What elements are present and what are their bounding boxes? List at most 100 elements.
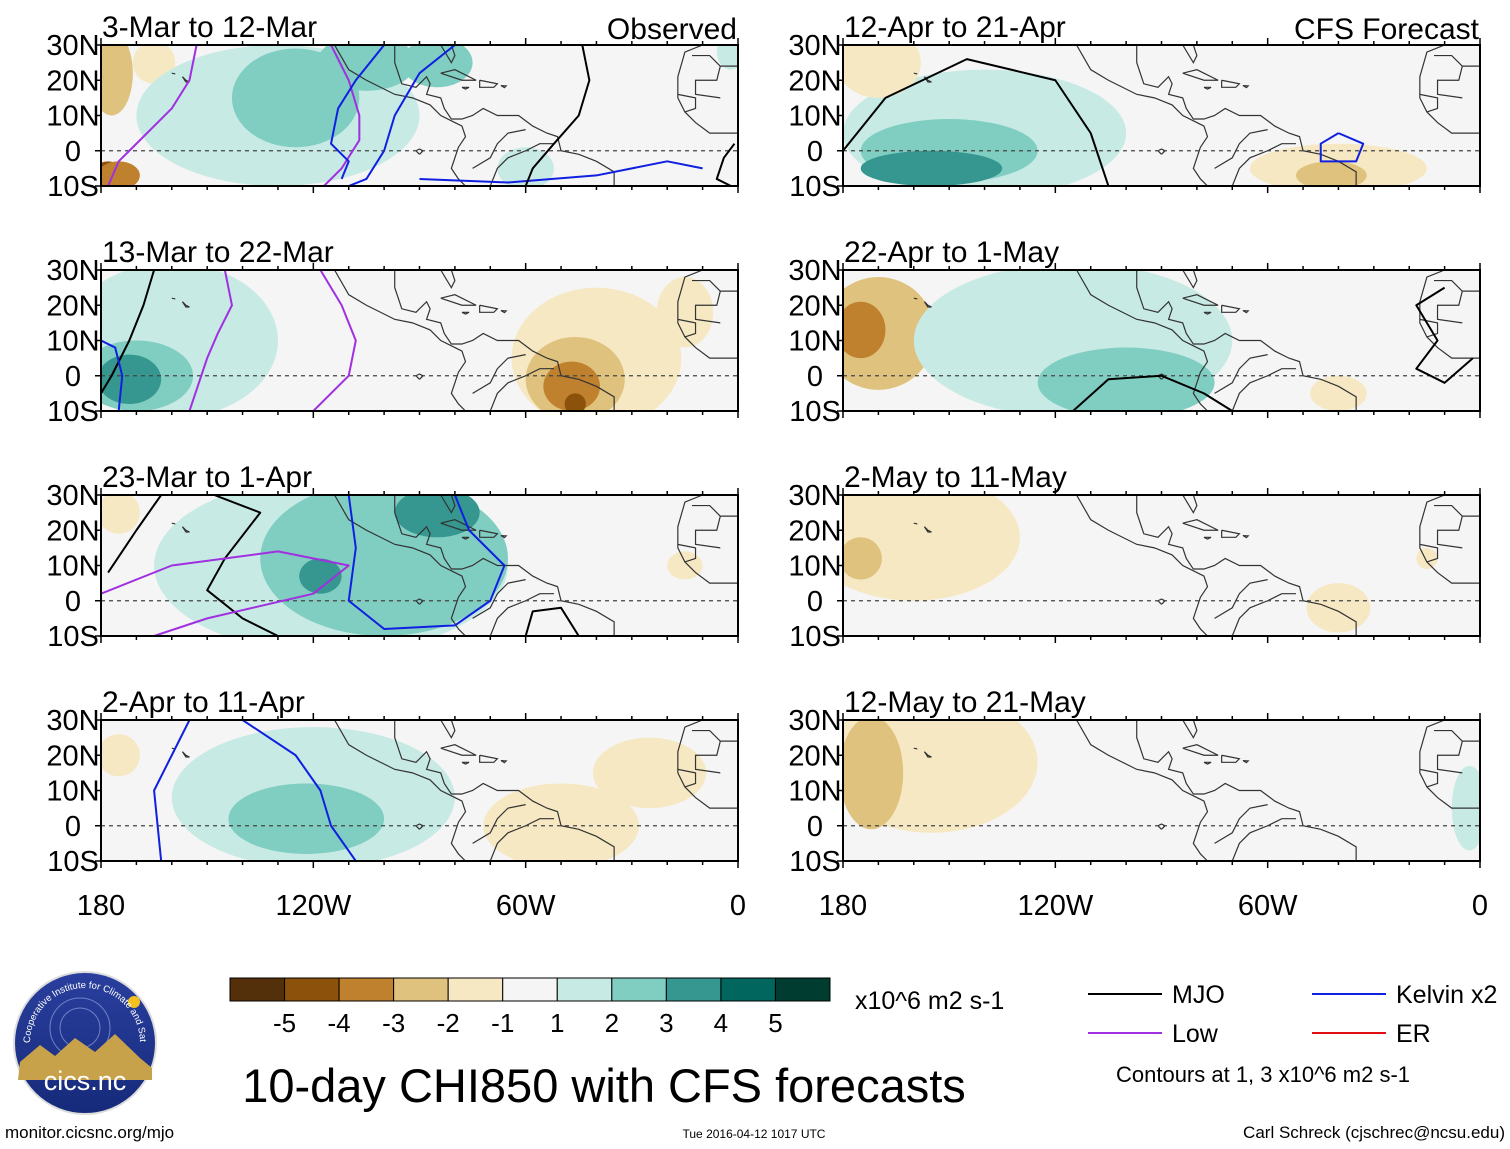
coastline xyxy=(414,598,425,605)
colorbar-swatch xyxy=(502,977,558,1002)
shading-region xyxy=(667,551,703,580)
lat-tick-label: 10S xyxy=(47,621,99,653)
panel-date-range: 13-Mar to 22-Mar xyxy=(102,236,334,269)
lat-tick-label: 10S xyxy=(47,846,99,878)
panel-date-range: 22-Apr to 1-May xyxy=(844,236,1059,269)
anomaly-contour xyxy=(348,45,456,186)
coastline xyxy=(1242,759,1250,764)
shading-region xyxy=(843,45,921,98)
coastline xyxy=(1037,45,1209,186)
shading-region xyxy=(1306,583,1371,633)
lat-tick-label: 10N xyxy=(788,326,841,358)
colorbar-label: 1 xyxy=(550,1008,564,1038)
lat-tick-label: 0 xyxy=(65,586,81,618)
coastline xyxy=(440,45,456,64)
coastline xyxy=(440,744,477,756)
coastline xyxy=(1037,270,1209,411)
shading-region xyxy=(483,783,639,861)
coastline xyxy=(414,823,425,830)
colorbar-swatch xyxy=(665,977,722,1002)
anomaly-contour xyxy=(206,495,279,636)
lat-tick-label: 0 xyxy=(65,136,81,168)
coastline xyxy=(1231,818,1296,861)
coastline xyxy=(1433,729,1463,774)
lat-tick-label: 30N xyxy=(788,480,841,512)
shading-region xyxy=(592,737,707,809)
coastline xyxy=(1433,279,1463,324)
anomaly-contour xyxy=(101,339,124,411)
coastline xyxy=(461,536,470,540)
panel-date-range: 12-May to 21-May xyxy=(844,686,1086,719)
lat-tick-label: 20N xyxy=(46,65,99,97)
colorbar-swatch xyxy=(720,977,776,1002)
anomaly-contour xyxy=(242,720,357,861)
coastline xyxy=(1182,270,1198,289)
colorbar-label: 5 xyxy=(768,1008,782,1038)
panel-date-range: 2-May to 11-May xyxy=(844,461,1067,494)
lat-tick-label: 0 xyxy=(807,361,823,393)
colorbar-swatch xyxy=(393,977,449,1002)
coastline xyxy=(394,45,615,186)
coastline xyxy=(440,720,456,739)
lon-tick-label: 180 xyxy=(77,890,125,922)
coastline xyxy=(1433,54,1463,99)
colorbar: -5 -4 -3 -2 -1 1 2 3 4 5 x10^6 m2 s-1 xyxy=(229,977,1004,1038)
colorbar-label: -4 xyxy=(328,1008,351,1038)
legend-label: Kelvin x2 xyxy=(1396,981,1497,1009)
coastline xyxy=(1221,529,1241,538)
colorbar-label: -2 xyxy=(437,1008,460,1038)
colorbar-swatch xyxy=(447,977,504,1002)
coastline xyxy=(1182,744,1219,756)
coastline xyxy=(1203,86,1212,90)
shading-region xyxy=(843,537,882,580)
column-label: Observed xyxy=(607,13,737,46)
lat-tick-label: 20N xyxy=(788,515,841,547)
mountain-icon xyxy=(18,1034,152,1080)
anomaly-contour xyxy=(1415,286,1474,384)
coastline xyxy=(472,579,526,619)
lon-tick-label: 120W xyxy=(1017,890,1093,922)
anomaly-contour xyxy=(1319,132,1365,163)
coastline xyxy=(472,804,526,844)
anomaly-contour xyxy=(1072,374,1233,411)
shading-region xyxy=(1416,547,1438,570)
colorbar-label: -3 xyxy=(382,1008,405,1038)
lon-tick-label: 60W xyxy=(496,890,556,922)
lat-tick-label: 20N xyxy=(788,740,841,772)
coastline xyxy=(1156,148,1167,155)
coastline xyxy=(440,270,456,289)
coastline xyxy=(479,529,499,538)
shading-region xyxy=(101,45,133,116)
lat-tick-label: 30N xyxy=(788,255,841,287)
footer-author: Carl Schreck (cjschrec@ncsu.edu) xyxy=(1243,1123,1505,1142)
lat-tick-label: 10S xyxy=(47,171,99,203)
coastline xyxy=(913,297,918,300)
lat-tick-label: 10N xyxy=(788,776,841,808)
coastline xyxy=(677,93,697,113)
coastline xyxy=(1203,761,1212,765)
lon-tick-label: 120W xyxy=(275,890,351,922)
anomaly-contour xyxy=(312,270,357,411)
coastline xyxy=(489,368,554,411)
coastline xyxy=(500,309,508,314)
coastline xyxy=(500,534,508,539)
colorbar-units: x10^6 m2 s-1 xyxy=(855,987,1004,1015)
coastline xyxy=(1231,368,1296,411)
coastline xyxy=(489,143,554,186)
footer-url: monitor.cicsnc.org/mjo xyxy=(5,1123,174,1142)
coastline xyxy=(691,504,721,549)
coastline xyxy=(691,729,721,774)
coastline xyxy=(691,54,721,99)
panel-date-range: 3-Mar to 12-Mar xyxy=(102,11,317,44)
anomaly-contour xyxy=(101,270,156,394)
anomaly-contour xyxy=(188,270,233,411)
shading-region xyxy=(843,495,1020,601)
coastline xyxy=(489,593,554,636)
anomaly-contour xyxy=(715,143,736,186)
anomaly-contour xyxy=(419,160,703,184)
